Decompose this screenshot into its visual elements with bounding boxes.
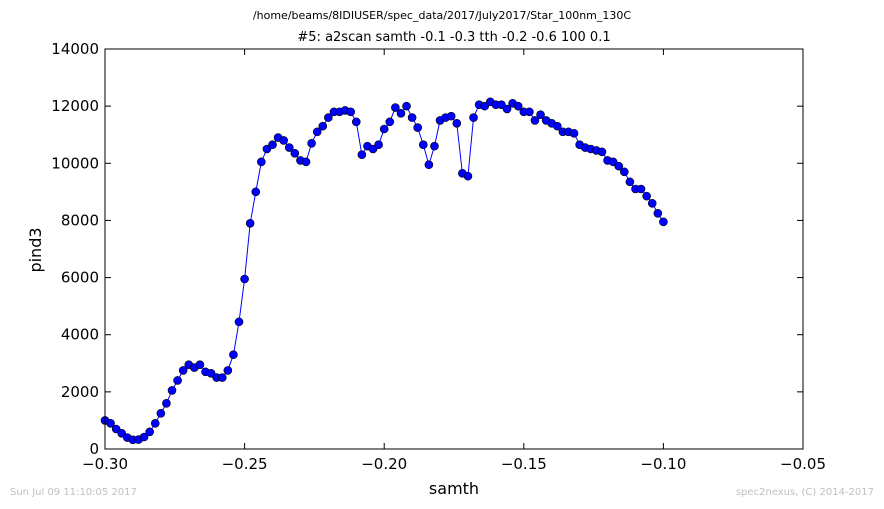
y-tick-label: 2000: [61, 383, 99, 401]
data-point: [553, 121, 562, 131]
plot-frame: [104, 48, 804, 450]
data-point: [357, 150, 367, 160]
data-point: [301, 157, 311, 167]
data-point: [178, 366, 188, 375]
y-tick-label: 6000: [61, 269, 99, 287]
data-point: [167, 386, 177, 395]
data-point: [234, 317, 244, 327]
data-point: [502, 104, 512, 114]
data-point: [446, 111, 456, 121]
x-tick-label: −0.25: [222, 455, 268, 473]
footer-timestamp: Sun Jul 09 11:10:05 2017: [10, 487, 137, 498]
data-point: [251, 187, 261, 197]
data-point: [156, 408, 166, 418]
data-point: [597, 147, 607, 157]
data-point: [279, 136, 288, 145]
data-point: [452, 118, 462, 128]
data-point: [318, 121, 328, 131]
x-tick-label: −0.15: [501, 455, 547, 473]
y-tick-label: 4000: [61, 326, 99, 344]
data-point: [245, 218, 255, 228]
data-point: [290, 148, 300, 158]
data-point: [391, 103, 400, 112]
data-point: [284, 143, 294, 152]
data-point: [569, 128, 579, 138]
data-point: [530, 116, 540, 125]
data-point: [379, 124, 389, 134]
data-point: [396, 108, 406, 118]
data-point: [463, 171, 473, 181]
data-point: [240, 274, 249, 284]
x-tick-label: −0.10: [640, 455, 686, 473]
data-point: [625, 177, 635, 187]
x-tick-label: −0.30: [82, 455, 128, 473]
data-point: [351, 117, 361, 127]
y-tick-label: 10000: [51, 154, 99, 172]
y-axis-label: pind3: [26, 227, 46, 273]
data-point: [150, 418, 160, 428]
data-point: [659, 217, 668, 227]
chart-title: #5: a2scan samth -0.1 -0.3 tth -0.2 -0.6…: [297, 30, 611, 45]
chart-marks: [100, 97, 668, 445]
data-point: [307, 138, 316, 148]
data-point: [346, 107, 355, 117]
data-point: [642, 191, 651, 201]
data-point: [407, 113, 417, 122]
x-tick-label: −0.20: [361, 455, 407, 473]
x-tick-label: −0.05: [780, 455, 826, 473]
data-point: [217, 373, 227, 382]
data-point: [430, 141, 439, 151]
data-point: [223, 366, 233, 375]
data-point: [162, 398, 171, 408]
y-tick-label: 12000: [51, 97, 99, 115]
data-point: [268, 140, 277, 150]
data-point: [653, 208, 663, 218]
data-point: [139, 432, 149, 442]
data-point: [536, 110, 545, 120]
data-point: [418, 140, 428, 150]
data-point: [614, 161, 624, 171]
data-point: [636, 184, 646, 194]
data-point: [413, 123, 423, 132]
data-point: [106, 418, 115, 428]
data-point: [312, 127, 322, 137]
data-point: [525, 107, 534, 117]
data-point: [324, 113, 333, 122]
data-point: [620, 167, 629, 177]
footer-credit: spec2nexus, (C) 2014-2017: [735, 487, 874, 498]
data-point: [374, 140, 383, 150]
figure-suptitle: /home/beams/8IDIUSER/spec_data/2017/July…: [252, 9, 632, 22]
data-point: [173, 376, 182, 385]
axis-ticks: −0.30 −0.25 −0.20 −0.15 −0.10 −0.05 0 2000 4000 6…: [51, 40, 826, 473]
data-point: [145, 427, 154, 437]
data-point: [195, 360, 205, 370]
y-tick-label: 8000: [61, 211, 99, 229]
data-point: [469, 113, 478, 122]
data-point: [385, 117, 395, 127]
data-point: [402, 101, 411, 111]
data-point: [647, 198, 657, 208]
data-point: [229, 350, 238, 360]
data-point: [257, 157, 266, 167]
y-tick-label: 0: [89, 440, 99, 458]
data-point: [513, 101, 523, 111]
data-point: [424, 160, 434, 170]
y-tick-label: 14000: [51, 40, 99, 58]
x-axis-label: samth: [428, 479, 480, 498]
series-line: [104, 101, 664, 441]
